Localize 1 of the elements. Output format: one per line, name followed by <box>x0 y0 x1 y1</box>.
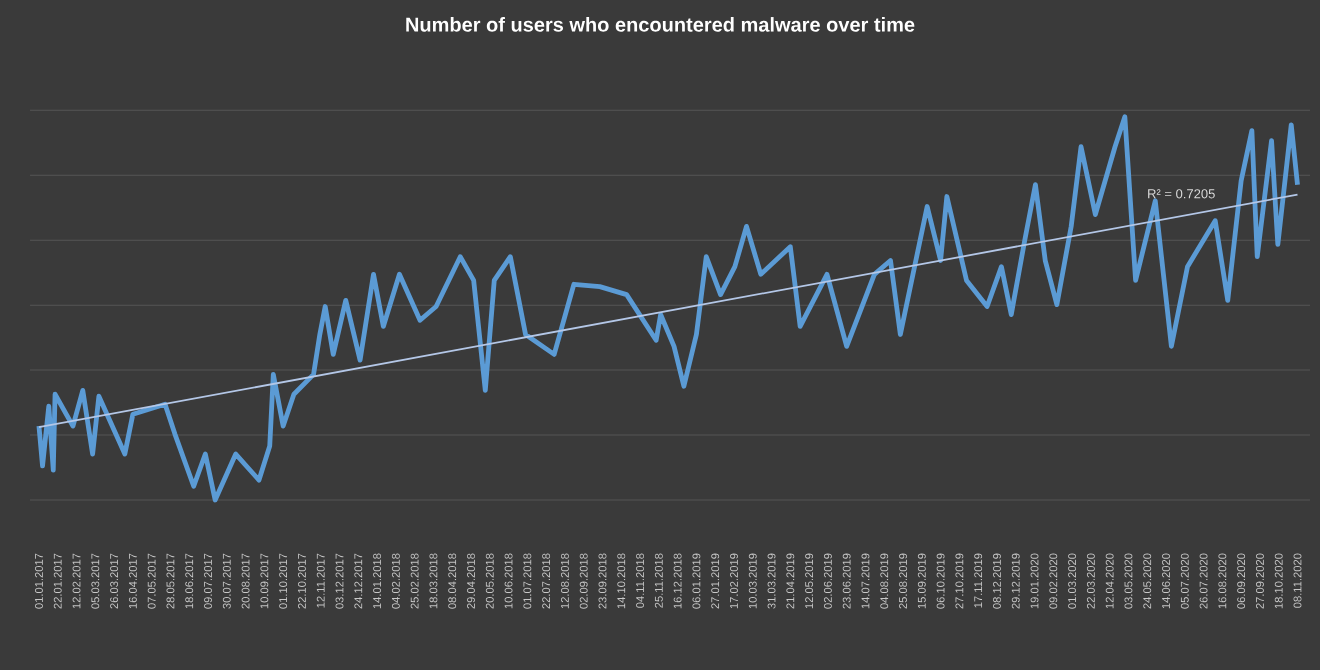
chart-title: Number of users who encountered malware over time <box>406 17 915 32</box>
